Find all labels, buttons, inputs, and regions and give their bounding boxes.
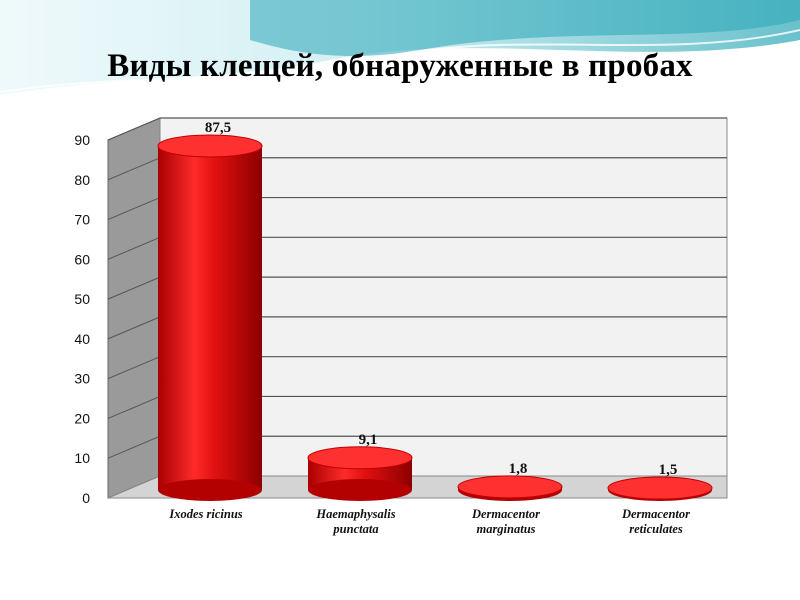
bar-top (157, 134, 263, 158)
x-category-label: Ixodes ricinus (168, 507, 242, 521)
bar-data-label: 1,5 (659, 462, 678, 478)
y-tick-label: 90 (74, 132, 90, 148)
header-wave-dark (250, 0, 800, 57)
x-category-label: punctata (332, 522, 378, 536)
bar-bottom (308, 479, 412, 501)
gridline-side (107, 236, 161, 260)
bar-top (307, 446, 413, 470)
y-tick-label: 10 (74, 450, 90, 466)
y-tick-label: 30 (74, 371, 90, 387)
header-wave-line (0, 29, 800, 93)
x-category-label: Haemaphysalis (315, 507, 395, 521)
chart-side-wall (107, 117, 161, 499)
y-tick-label: 80 (74, 172, 90, 188)
gridline-side (107, 117, 161, 141)
bar-data-label: 87,5 (205, 120, 231, 136)
gridline-side (107, 197, 161, 221)
x-category-label: reticulates (629, 522, 683, 536)
y-tick-label: 0 (82, 490, 90, 506)
x-category-label: Dermacentor (471, 507, 540, 521)
bar-top (607, 476, 713, 500)
bar-bottom (158, 479, 262, 501)
bar-top (457, 475, 563, 499)
gridline-side (107, 316, 161, 340)
bar-data-label: 9,1 (359, 432, 378, 448)
y-tick-label: 50 (74, 291, 90, 307)
gridline-side (107, 157, 161, 181)
gridline-side (107, 395, 161, 419)
y-tick-label: 60 (74, 251, 90, 267)
x-category-label: Dermacentor (621, 507, 690, 521)
x-category-label: marginatus (476, 522, 535, 536)
y-tick-label: 40 (74, 331, 90, 347)
gridline-side (107, 356, 161, 380)
gridline-side (107, 435, 161, 459)
slide-title: Виды клещей, обнаруженные в пробах (107, 48, 693, 84)
y-tick-label: 20 (74, 410, 90, 426)
gridline-side (107, 276, 161, 300)
bar-data-label: 1,8 (509, 461, 528, 477)
bar-body (158, 145, 262, 490)
y-tick-label: 70 (74, 212, 90, 228)
